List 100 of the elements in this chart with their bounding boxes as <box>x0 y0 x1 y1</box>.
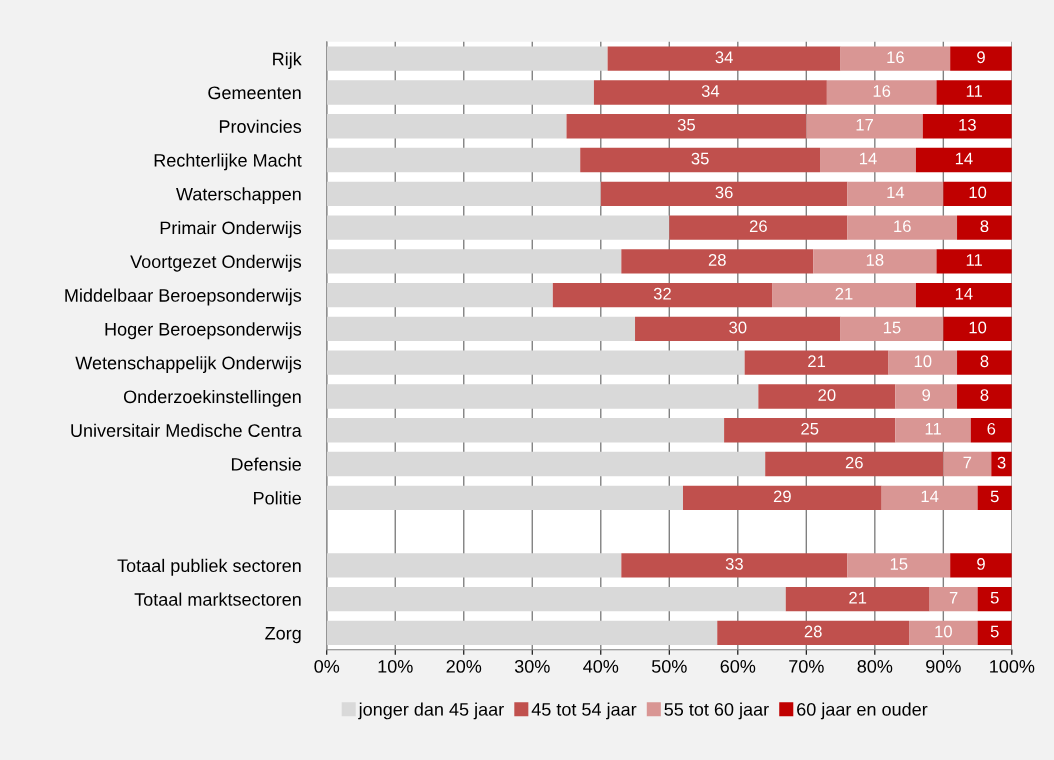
data-label: 3 <box>997 456 1006 469</box>
data-label: 5 <box>990 591 999 604</box>
data-label: 16 <box>887 51 904 64</box>
data-label: 11 <box>966 85 982 97</box>
bar <box>847 181 944 206</box>
bar <box>840 46 951 71</box>
data-label: 8 <box>980 389 989 401</box>
y-tick-label: Gemeenten <box>208 86 301 100</box>
y-tick-label: Middelbaar Beroepsonderwijs <box>65 288 302 306</box>
bar <box>600 181 848 206</box>
bar <box>977 485 1012 510</box>
bar <box>326 249 622 274</box>
data-label: 35 <box>677 118 695 131</box>
bar <box>991 451 1012 477</box>
y-tick-label: Onderzoekinstellingen <box>123 389 301 407</box>
x-tick-label: 0% <box>314 660 340 673</box>
bar <box>566 114 807 139</box>
bar <box>847 553 951 578</box>
bar <box>326 181 601 206</box>
data-label: 8 <box>980 355 989 368</box>
data-label: 7 <box>963 456 972 469</box>
data-label: 11 <box>966 254 982 266</box>
data-label: 13 <box>959 118 976 131</box>
data-label: 29 <box>773 490 791 503</box>
data-label: 15 <box>890 558 908 570</box>
y-tick-label: Universitair Medische Centra <box>71 423 302 437</box>
bar <box>922 114 1012 139</box>
data-label: 21 <box>835 287 853 300</box>
bar <box>806 114 923 139</box>
bar <box>943 316 1012 342</box>
data-label: 14 <box>955 287 973 300</box>
bar <box>326 418 725 443</box>
y-tick-label: Hoger Beroepsonderwijs <box>105 322 302 340</box>
data-label: 10 <box>935 625 952 638</box>
data-label: 5 <box>990 625 999 638</box>
y-tick-label: Totaal publiek sectoren <box>117 558 301 576</box>
bar <box>895 418 971 443</box>
x-tick-label: 10% <box>378 660 413 673</box>
bar <box>607 46 841 71</box>
bar <box>552 282 773 308</box>
data-label: 26 <box>845 456 863 469</box>
legend-label: 45 tot 54 jaar <box>531 702 637 720</box>
bar <box>881 485 978 510</box>
data-label: 9 <box>977 51 985 64</box>
y-tick-label: Zorg <box>265 627 301 644</box>
bar <box>915 282 1012 308</box>
bar <box>957 350 1012 375</box>
x-tick-label: 80% <box>857 660 893 673</box>
bar <box>621 553 848 578</box>
x-tick-label: 90% <box>926 660 961 673</box>
data-label: 16 <box>894 220 911 233</box>
bar <box>950 46 1012 71</box>
data-label: 30 <box>729 321 747 334</box>
bar <box>929 586 978 612</box>
y-tick-label: Wetenschappelijk Onderwijs <box>75 356 302 373</box>
bar <box>772 282 916 308</box>
y-tick-label: Voortgezet Onderwijs <box>130 254 302 272</box>
bar <box>840 316 944 342</box>
bar <box>326 586 786 612</box>
bar <box>326 114 567 139</box>
bar <box>580 147 821 173</box>
bar <box>957 215 1012 240</box>
bar <box>593 80 827 105</box>
bar <box>936 80 1012 105</box>
data-label: 33 <box>725 558 743 570</box>
bar <box>915 147 1012 173</box>
bar <box>950 553 1012 578</box>
data-label: 6 <box>987 422 996 435</box>
bar <box>326 215 670 240</box>
bar <box>326 350 745 375</box>
bar <box>744 350 889 375</box>
bar <box>943 451 992 477</box>
bar <box>936 249 1012 274</box>
data-label: 7 <box>949 591 958 604</box>
bar <box>785 586 930 612</box>
bar <box>326 282 553 308</box>
bar <box>635 316 841 342</box>
bar <box>326 485 683 510</box>
bar <box>895 384 958 409</box>
data-label: 35 <box>691 152 709 165</box>
bar <box>621 249 814 274</box>
data-label: 32 <box>653 287 671 300</box>
data-label: 20 <box>818 389 836 401</box>
bar <box>765 451 944 477</box>
data-label: 21 <box>849 591 867 604</box>
x-tick-label: 50% <box>651 660 687 673</box>
data-label: 26 <box>749 220 767 233</box>
x-tick-label: 20% <box>446 660 482 673</box>
bar <box>813 249 937 274</box>
bar <box>820 147 916 173</box>
data-label: 28 <box>804 625 822 638</box>
data-label: 10 <box>969 321 987 334</box>
bar <box>326 80 594 105</box>
data-label: 21 <box>808 355 826 367</box>
data-label: 9 <box>977 558 985 570</box>
data-label: 18 <box>866 254 884 266</box>
data-label: 8 <box>980 220 989 233</box>
y-tick-label: Rechterlijke Macht <box>154 153 302 171</box>
y-tick-label: Primair Onderwijs <box>160 221 302 238</box>
bar <box>717 620 910 646</box>
